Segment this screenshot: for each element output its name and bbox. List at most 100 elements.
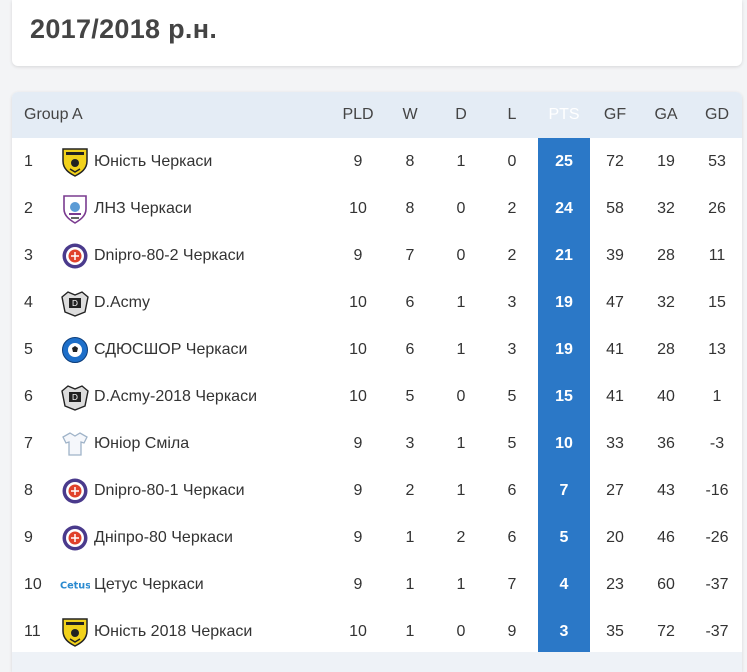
goals-for-cell: 41: [606, 340, 624, 358]
wins-cell: 1: [405, 575, 415, 593]
shield-yellow-icon: [60, 138, 90, 185]
goals-for-cell: 58: [606, 199, 624, 217]
team-name[interactable]: D.Acmy-2018 Черкаси: [94, 387, 258, 405]
goals-for-cell: 23: [606, 575, 624, 593]
wins-cell: 5: [405, 387, 415, 405]
table-row[interactable]: 4 D D.Acmy 10 6 1 3 19 47 32 15: [12, 279, 742, 326]
team-name[interactable]: Юність 2018 Черкаси: [94, 622, 253, 640]
losses-cell: 6: [507, 481, 517, 499]
goal-diff-cell: -37: [705, 622, 729, 640]
points-cell: 25: [555, 152, 573, 170]
goals-against-cell: 32: [657, 293, 675, 311]
col-header-gf[interactable]: GF: [603, 106, 627, 123]
goal-diff-cell: -3: [709, 434, 725, 452]
team-name[interactable]: СДЮСШОР Черкаси: [94, 340, 248, 358]
points-cell: 7: [559, 481, 569, 499]
table-row[interactable]: 3 Dnipro-80-2 Черкаси 9 7 0 2 21 39 28 11: [12, 232, 742, 279]
goals-against-cell: 32: [657, 199, 675, 217]
standings-table: Group A PLD W D L PTS GF GA GD 1 Юність Ч…: [12, 92, 742, 672]
position-cell: 2: [24, 199, 33, 217]
dacmy-badge-icon: D: [60, 279, 90, 326]
col-header-gd[interactable]: GD: [705, 106, 729, 123]
points-cell: 24: [555, 199, 573, 217]
table-row[interactable]: 7 Юніор Сміла 9 3 1 5 10 33 36 -3: [12, 420, 742, 467]
points-cell: 5: [559, 528, 569, 546]
svg-text:Cetus: Cetus: [60, 580, 90, 591]
goals-against-cell: 36: [657, 434, 675, 452]
goal-diff-cell: -16: [705, 481, 729, 499]
goals-against-cell: 19: [657, 152, 675, 170]
table-footer-strip: [12, 652, 742, 672]
dnipro-badge-icon: [60, 514, 90, 561]
played-cell: 9: [353, 434, 363, 452]
wins-cell: 8: [405, 152, 415, 170]
goals-against-cell: 46: [657, 528, 675, 546]
wins-cell: 1: [405, 622, 415, 640]
goals-against-cell: 60: [657, 575, 675, 593]
team-name[interactable]: Dnipro-80-2 Черкаси: [94, 246, 245, 264]
goals-against-cell: 28: [657, 340, 675, 358]
goals-for-cell: 27: [606, 481, 624, 499]
position-cell: 1: [24, 152, 33, 170]
team-name[interactable]: Цетус Черкаси: [94, 575, 204, 593]
shield-lnz-icon: [60, 185, 90, 232]
goals-for-cell: 47: [606, 293, 624, 311]
goal-diff-cell: 26: [708, 199, 726, 217]
losses-cell: 5: [507, 387, 517, 405]
col-header-pts[interactable]: PTS: [548, 106, 580, 123]
losses-cell: 3: [507, 340, 517, 358]
table-row[interactable]: 5 СДЮСШОР Черкаси 10 6 1 3 19 41 28 13: [12, 326, 742, 373]
table-row[interactable]: 2 ЛНЗ Черкаси 10 8 0 2 24 58 32 26: [12, 185, 742, 232]
team-name[interactable]: ЛНЗ Черкаси: [94, 199, 192, 217]
draws-cell: 0: [456, 246, 466, 264]
wins-cell: 6: [405, 293, 415, 311]
position-cell: 11: [24, 622, 41, 640]
col-header-ga[interactable]: GA: [654, 106, 678, 123]
table-row[interactable]: 9 Дніпро-80 Черкаси 9 1 2 6 5 20 46 -26: [12, 514, 742, 561]
col-header-d[interactable]: D: [455, 106, 467, 123]
pts-column-highlight: [538, 92, 590, 652]
col-header-w[interactable]: W: [402, 106, 418, 123]
goal-diff-cell: 13: [708, 340, 726, 358]
cetus-logo-icon: Cetus: [60, 561, 90, 608]
col-header-l[interactable]: L: [507, 106, 517, 123]
losses-cell: 6: [507, 528, 517, 546]
position-cell: 6: [24, 387, 33, 405]
team-name[interactable]: Юність Черкаси: [94, 152, 213, 170]
position-cell: 10: [24, 575, 42, 593]
team-name[interactable]: Юніор Сміла: [94, 434, 190, 452]
played-cell: 9: [353, 575, 363, 593]
shield-yellow-icon: [60, 608, 90, 655]
jersey-icon: [60, 420, 90, 467]
team-name[interactable]: Дніпро-80 Черкаси: [94, 528, 233, 546]
table-row[interactable]: 8 Dnipro-80-1 Черкаси 9 2 1 6 7 27 43 -16: [12, 467, 742, 514]
draws-cell: 0: [456, 622, 466, 640]
played-cell: 10: [349, 387, 367, 405]
position-cell: 5: [24, 340, 33, 358]
points-cell: 15: [555, 387, 573, 405]
points-cell: 4: [559, 575, 569, 593]
wins-cell: 6: [405, 340, 415, 358]
goals-for-cell: 39: [606, 246, 624, 264]
team-name[interactable]: D.Acmy: [94, 293, 150, 311]
played-cell: 9: [353, 246, 363, 264]
table-row[interactable]: 11 Юність 2018 Черкаси 10 1 0 9 3 35 72 -37: [12, 608, 742, 655]
team-name[interactable]: Dnipro-80-1 Черкаси: [94, 481, 245, 499]
draws-cell: 2: [456, 528, 466, 546]
table-header: Group A PLD W D L PTS GF GA GD: [12, 92, 742, 138]
draws-cell: 1: [456, 434, 466, 452]
goal-diff-cell: 15: [708, 293, 726, 311]
goals-for-cell: 33: [606, 434, 624, 452]
points-cell: 19: [555, 340, 573, 358]
position-cell: 8: [24, 481, 33, 499]
svg-text:D: D: [72, 299, 78, 308]
goals-against-cell: 72: [657, 622, 675, 640]
goal-diff-cell: 1: [712, 387, 722, 405]
position-cell: 7: [24, 434, 33, 452]
table-row[interactable]: 10 Cetus Цетус Черкаси 9 1 1 7 4 23 60 -37: [12, 561, 742, 608]
season-header-card: 2017/2018 р.н.: [12, 0, 742, 66]
table-row[interactable]: 1 Юність Черкаси 9 8 1 0 25 72 19 53: [12, 138, 742, 185]
col-header-pld[interactable]: PLD: [342, 106, 374, 123]
draws-cell: 0: [456, 199, 466, 217]
table-row[interactable]: 6 D D.Acmy-2018 Черкаси 10 5 0 5 15 41 40 1: [12, 373, 742, 420]
